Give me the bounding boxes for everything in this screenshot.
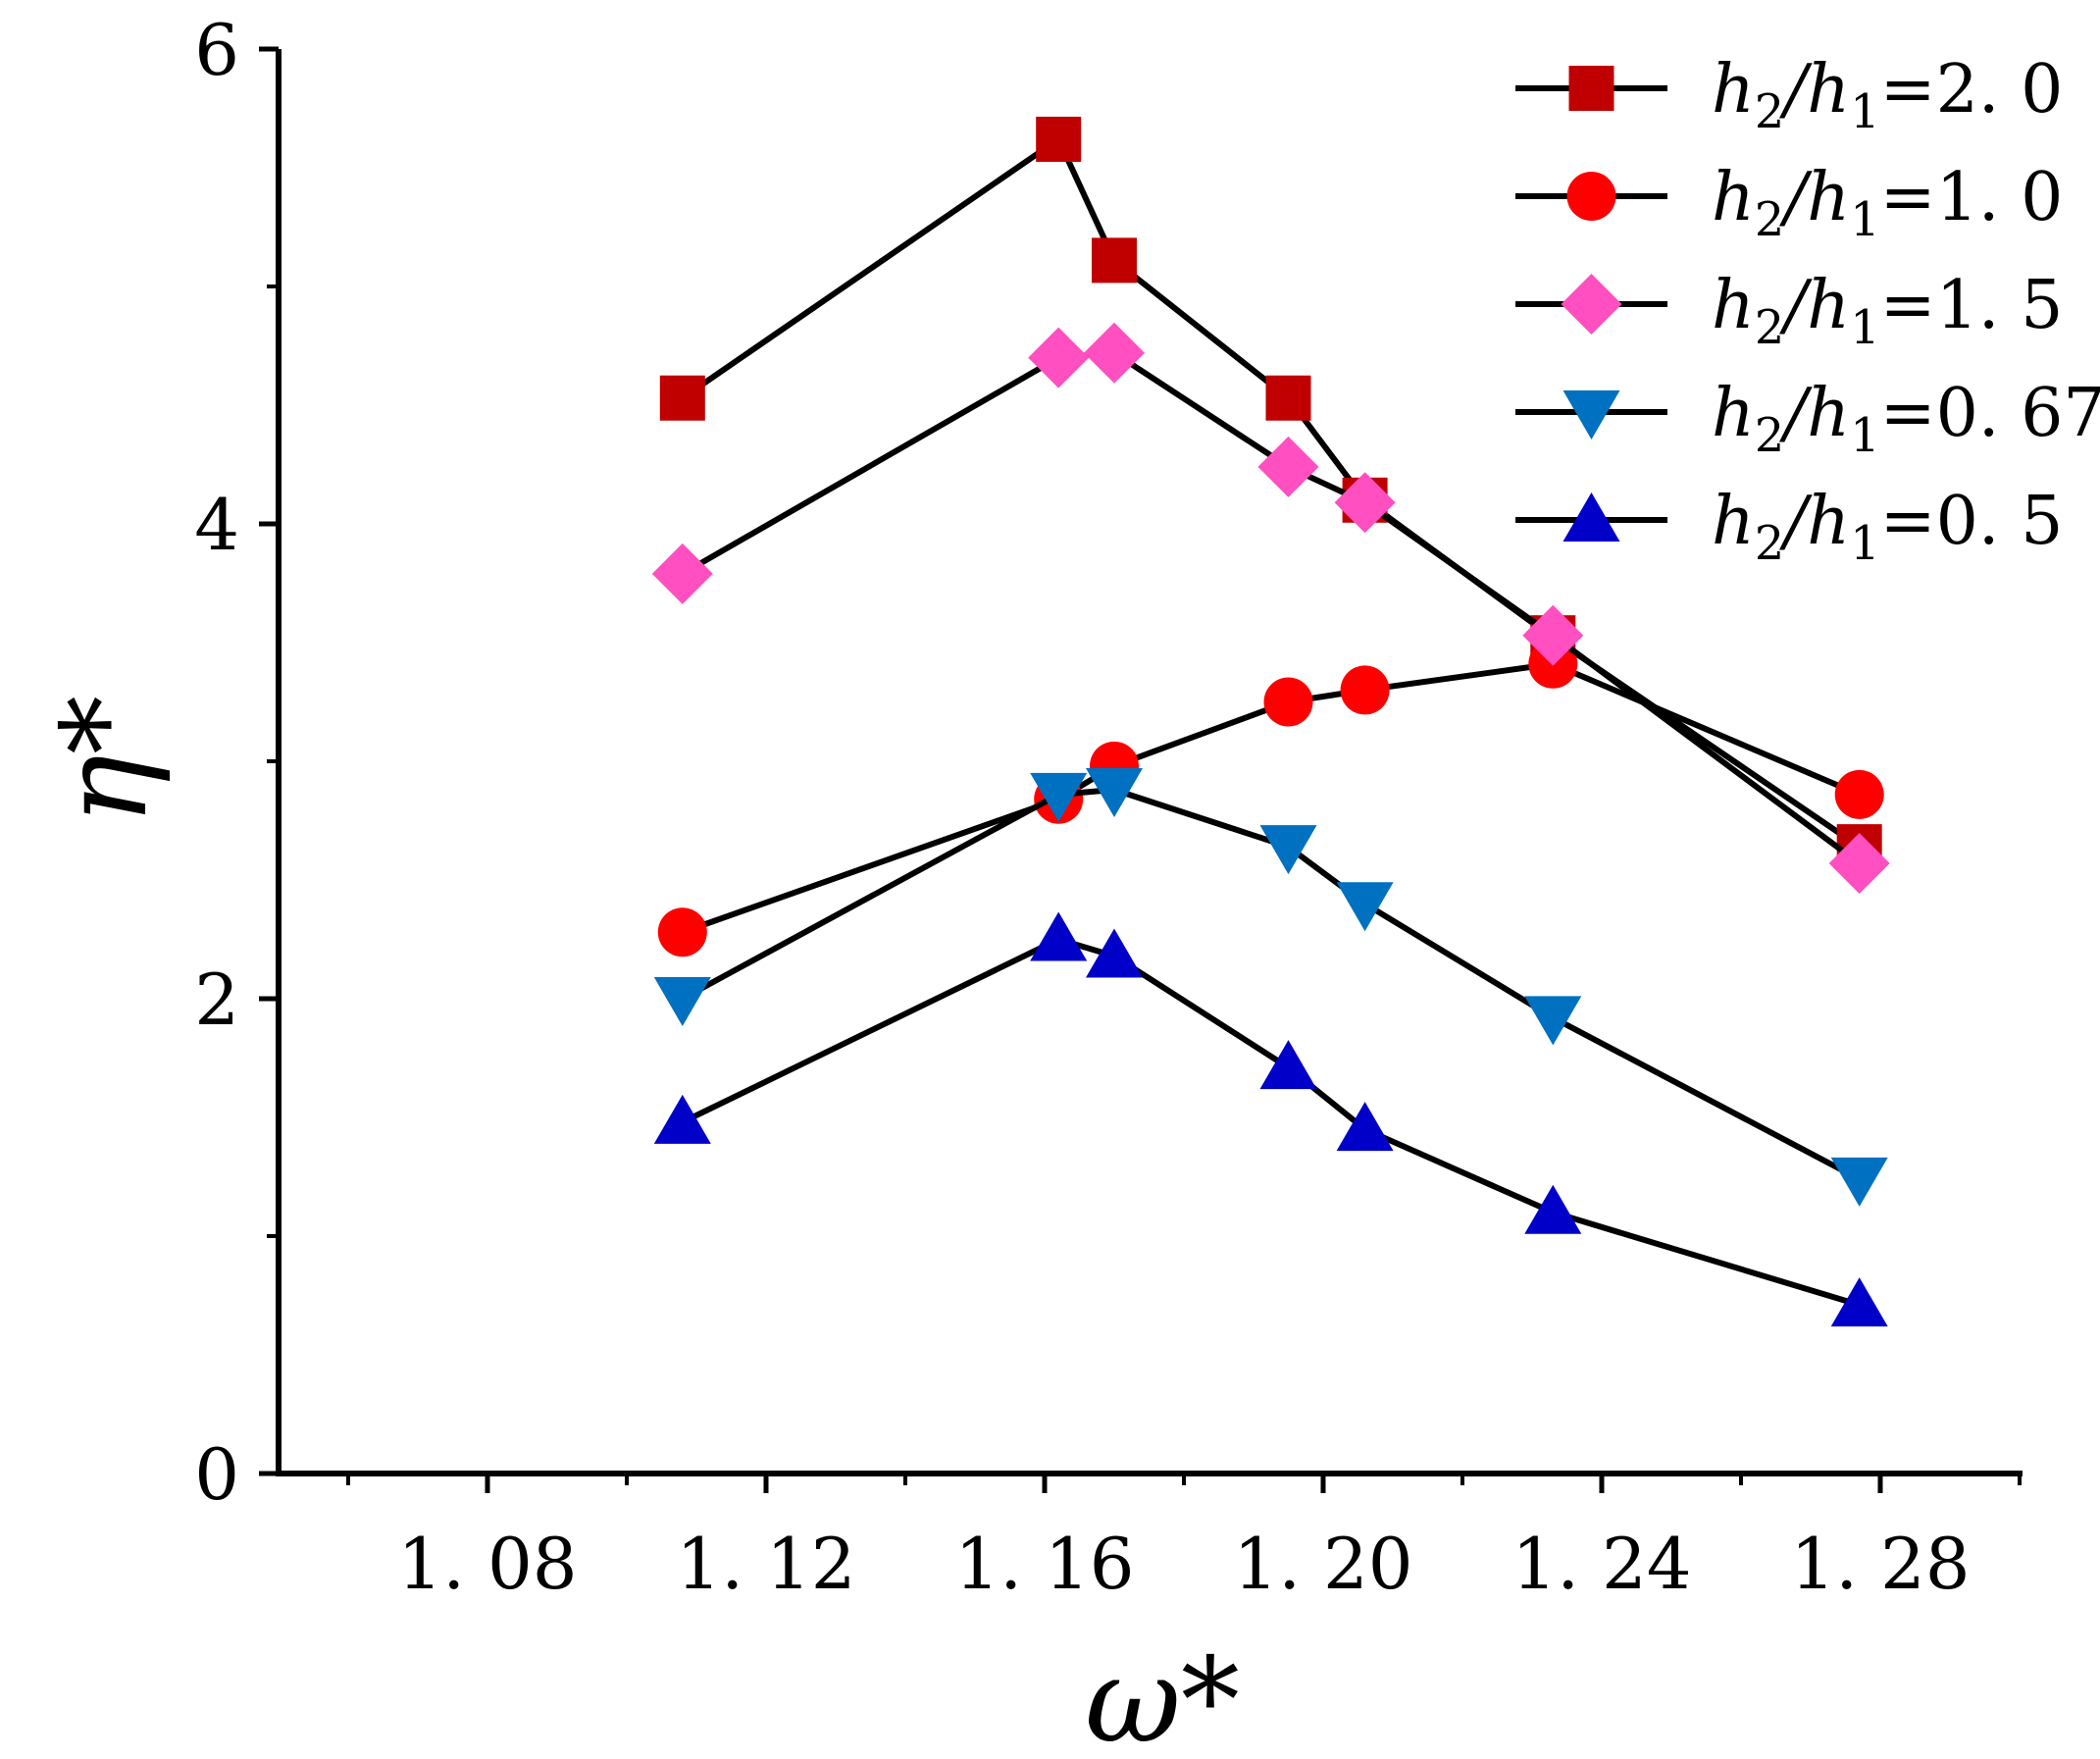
legend-marker: [1568, 66, 1614, 111]
y-tick-label: 0: [194, 1433, 239, 1516]
series-4: [653, 911, 1888, 1327]
data-point: [1263, 677, 1313, 727]
legend-label-part: h: [1712, 267, 1755, 344]
y-axis-title: η*: [37, 696, 174, 825]
y-tick-label: 2: [194, 958, 239, 1041]
series-3: [653, 768, 1888, 1207]
legend-label-part: =1. 0: [1880, 159, 2064, 236]
series-line: [679, 349, 1863, 867]
data-point: [1830, 1277, 1888, 1327]
legend: h2/h1=2. 0 h2/h1=1. 0 h2/h1=1. 5 h2/h1=0. 6…: [1515, 51, 2100, 571]
x-tick-label: 1. 20: [1233, 1523, 1412, 1605]
legend-marker: [1562, 492, 1620, 542]
x-tick-label: 1. 08: [397, 1523, 577, 1605]
legend-label-part: 2: [1755, 84, 1785, 139]
legend-marker: [1561, 274, 1622, 335]
legend-label-part: 1: [1850, 516, 1880, 571]
data-point: [657, 907, 707, 957]
data-point: [659, 375, 705, 421]
legend-label-part: 2: [1755, 516, 1785, 571]
data-point: [653, 977, 711, 1026]
data-point: [1259, 1040, 1317, 1090]
data-point: [1257, 436, 1319, 497]
legend-label: h2/h1=0. 67: [1712, 375, 2100, 463]
data-point: [1086, 768, 1143, 818]
legend-label-part: h: [1807, 375, 1850, 452]
data-point: [1259, 825, 1317, 875]
data-point: [1030, 911, 1088, 961]
y-tick-label: 4: [194, 484, 239, 566]
legend-label-part: 1: [1850, 408, 1880, 463]
y-tick-label: 6: [194, 9, 239, 91]
legend-label: h2/h1=1. 5: [1712, 267, 2063, 355]
data-point: [1030, 772, 1088, 822]
legend-label-part: =0. 67: [1880, 375, 2100, 452]
ticks: 1. 08 1. 12 1. 16 1. 20 1. 24 1. 28 0 2 4 6: [194, 9, 2022, 1605]
legend-label-part: h: [1712, 51, 1755, 129]
data-point: [1336, 882, 1394, 932]
data-point: [1036, 116, 1082, 162]
x-tick-label: 1. 12: [676, 1523, 855, 1605]
legend-label-part: h: [1807, 51, 1850, 129]
data-point: [1336, 1102, 1394, 1152]
data-point: [1028, 327, 1090, 388]
series-2: [651, 322, 1890, 895]
data-point: [1834, 769, 1884, 819]
legend-marker: [1562, 390, 1620, 440]
legend-label-part: h: [1712, 483, 1755, 560]
series-line: [679, 787, 1863, 1182]
legend-label: h2/h1=2. 0: [1712, 51, 2063, 139]
legend-label-part: 1: [1850, 192, 1880, 247]
series-0: [659, 116, 1882, 870]
legend-label: h2/h1=0. 5: [1712, 483, 2063, 571]
data-point: [1828, 833, 1890, 895]
data-point: [651, 543, 713, 604]
legend-label-part: =1. 5: [1880, 267, 2064, 344]
data-point: [1830, 1157, 1888, 1207]
data-point: [1265, 375, 1311, 421]
legend-label: h2/h1=1. 0: [1712, 159, 2063, 247]
series-line: [679, 936, 1863, 1309]
legend-label-part: 2: [1755, 192, 1785, 247]
legend-label-part: =2. 0: [1880, 51, 2064, 129]
legend-entry: h2/h1=2. 0: [1515, 51, 2063, 139]
x-tick-label: 1. 16: [954, 1523, 1134, 1605]
legend-label-part: h: [1807, 483, 1850, 560]
legend-label-part: =0. 5: [1880, 483, 2064, 560]
legend-label-part: h: [1712, 159, 1755, 236]
legend-label-part: h: [1807, 267, 1850, 344]
data-point: [1092, 237, 1137, 284]
legend-entry: h2/h1=0. 67: [1515, 375, 2100, 463]
legend-entry: h2/h1=1. 0: [1515, 159, 2063, 247]
legend-label-part: h: [1807, 159, 1850, 236]
legend-label-part: 1: [1850, 300, 1880, 355]
data-point: [1084, 322, 1145, 384]
x-tick-label: 1. 28: [1790, 1523, 1970, 1605]
data-point: [1340, 665, 1390, 715]
legend-marker: [1566, 172, 1616, 221]
series: [651, 116, 1890, 1327]
data-point: [1086, 928, 1143, 978]
data-point: [1524, 1184, 1582, 1234]
legend-label-part: 2: [1755, 408, 1785, 463]
data-point: [1334, 472, 1396, 534]
legend-entry: h2/h1=0. 5: [1515, 483, 2063, 571]
x-tick-label: 1. 24: [1511, 1523, 1691, 1605]
legend-entry: h2/h1=1. 5: [1515, 267, 2063, 355]
x-axis-title: ω*: [1085, 1633, 1240, 1759]
legend-label-part: 2: [1755, 300, 1785, 355]
legend-label-part: h: [1712, 375, 1755, 452]
data-point: [653, 1094, 711, 1144]
series-line: [679, 135, 1863, 851]
data-point: [1524, 996, 1582, 1046]
legend-label-part: 1: [1850, 84, 1880, 139]
data-point: [1522, 604, 1584, 666]
axes: [276, 49, 2023, 1476]
